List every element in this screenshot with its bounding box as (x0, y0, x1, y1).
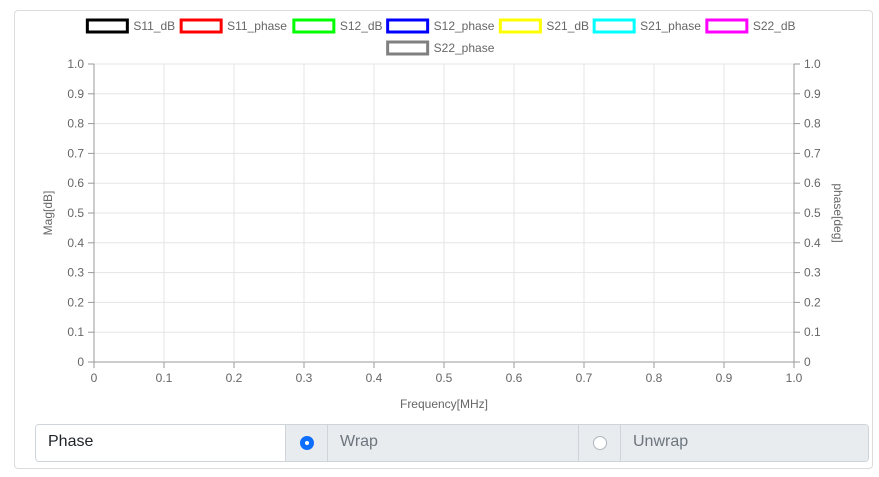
y-tick-label: 0.3 (67, 266, 84, 280)
y-tick-label: 0.5 (67, 206, 84, 220)
x-tick-label: 0.5 (436, 371, 453, 385)
legend-swatch-s11-db (85, 18, 129, 34)
y2-tick-label: 0.1 (804, 325, 821, 339)
y2-tick-label: 0.8 (804, 117, 821, 131)
x-tick-label: 1.0 (786, 371, 803, 385)
y-tick-label: 0 (77, 355, 84, 369)
legend-label-s12-phase: S12_phase (434, 19, 495, 33)
y-tick-label: 0.2 (67, 295, 84, 309)
y2-tick-label: 0.2 (804, 295, 821, 309)
wrap-radio-cell[interactable] (286, 425, 328, 461)
unwrap-option-label[interactable]: Unwrap (621, 425, 868, 461)
legend-swatch-s21-phase (592, 18, 636, 34)
y2-tick-label: 0.9 (804, 87, 821, 101)
x-tick-label: 0.9 (716, 371, 733, 385)
legend-label-s11-phase: S11_phase (227, 19, 287, 33)
y-tick-label: 0.1 (67, 325, 84, 339)
phase-control-group: Phase Wrap Unwrap (35, 424, 869, 462)
legend-label-s12-db: S12_dB (340, 19, 383, 33)
unwrap-radio[interactable] (592, 436, 607, 450)
y-tick-label: 0.4 (67, 236, 84, 250)
unwrap-radio-cell[interactable] (579, 425, 621, 461)
legend-swatch-s21-db (498, 18, 542, 34)
x-tick-label: 0.3 (296, 371, 313, 385)
y2-tick-label: 0.5 (804, 206, 821, 220)
legend-label-s21-phase: S21_phase (640, 19, 701, 33)
y-tick-label: 0.8 (67, 117, 84, 131)
wrap-option-label[interactable]: Wrap (328, 425, 579, 461)
y2-tick-label: 0.6 (804, 176, 821, 190)
legend-swatch-s22-db (705, 18, 749, 34)
legend-swatch-s12-db (292, 18, 336, 34)
y2-tick-label: 0.4 (804, 236, 821, 250)
phase-label: Phase (36, 425, 286, 461)
y-tick-label: 1.0 (67, 57, 84, 71)
legend-label-s22-db: S22_dB (753, 19, 796, 33)
x-tick-label: 0.1 (156, 371, 173, 385)
x-axis-title: Frequency[MHz] (400, 397, 488, 411)
y2-tick-label: 0.7 (804, 146, 821, 160)
x-tick-label: 0.4 (366, 371, 383, 385)
y2-axis-title: phase[deg] (831, 183, 845, 242)
legend-swatch-s12-phase (386, 18, 430, 34)
y-tick-label: 0.6 (67, 176, 84, 190)
y-tick-label: 0.7 (67, 146, 84, 160)
y-tick-label: 0.9 (67, 87, 84, 101)
x-tick-label: 0.8 (646, 371, 663, 385)
y-axis-title: Mag[dB] (41, 191, 55, 236)
y2-tick-label: 0 (804, 355, 811, 369)
wrap-radio[interactable] (299, 436, 314, 450)
x-tick-label: 0 (91, 371, 98, 385)
legend-swatch-s11-phase (179, 18, 223, 34)
legend-label-s11-db: S11_dB (133, 19, 175, 33)
s-parameter-chart: S11_dB S11_phase S12_dB S12_phase S21_dB S21_… (41, 18, 845, 411)
x-tick-label: 0.2 (226, 371, 243, 385)
y2-tick-label: 0.3 (804, 266, 821, 280)
x-tick-label: 0.7 (576, 371, 593, 385)
legend-label-s21-db: S21_dB (546, 19, 589, 33)
legend-swatch-s22-phase (386, 40, 430, 56)
legend-label-s22-phase: S22_phase (434, 41, 495, 55)
x-tick-label: 0.6 (506, 371, 523, 385)
y2-tick-label: 1.0 (804, 57, 821, 71)
